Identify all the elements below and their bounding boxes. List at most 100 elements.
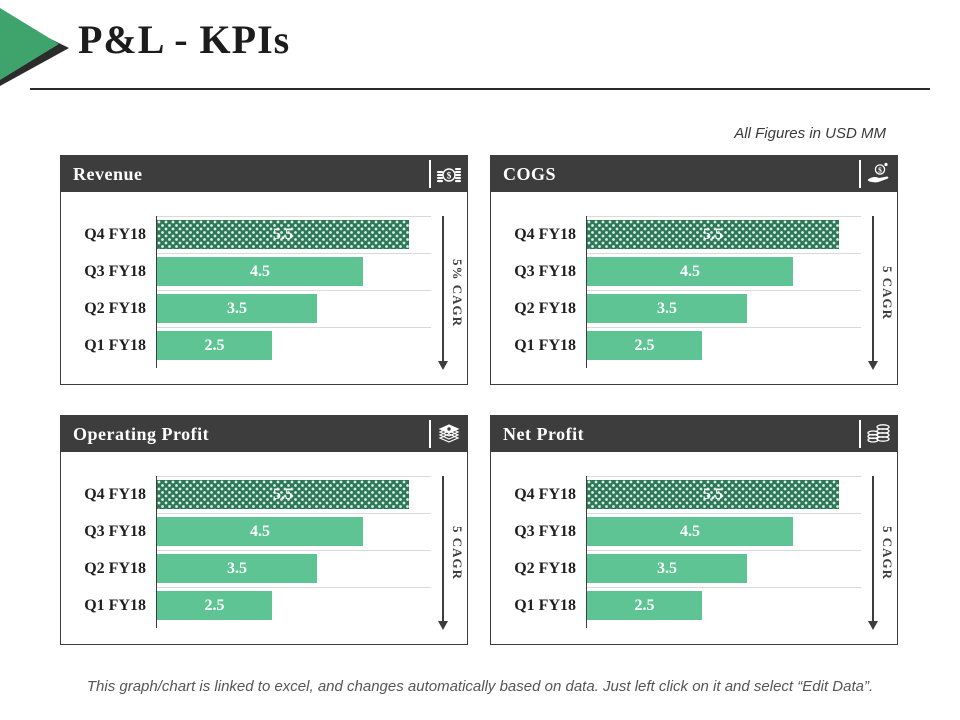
panel-header: COGS $	[491, 156, 897, 192]
bar-chart: Q4 FY18 5.5 Q3 FY18 4.5 Q2 FY18 3.5 Q1 FY18 2.5…	[61, 192, 467, 384]
category-label: Q3 FY18	[514, 263, 576, 280]
category-label: Q2 FY18	[84, 300, 146, 317]
title-divider-line	[30, 88, 930, 90]
category-label: Q2 FY18	[514, 560, 576, 577]
panel-header: Net Profit	[491, 416, 897, 452]
gridline	[156, 587, 431, 588]
panel-title: COGS	[503, 163, 557, 184]
cagr-label: 5% CAGR	[450, 258, 465, 328]
panel-title: Revenue	[73, 163, 143, 184]
gridline	[586, 587, 861, 588]
down-arrow-icon	[437, 476, 449, 630]
arrow-shaft	[872, 216, 874, 361]
kpi-panel-revenue: Revenue $ Q4 FY18 5.5 Q3 FY18 4.5 Q2 FY18 3.5 Q1…	[60, 155, 468, 385]
money-hand-icon: $	[861, 161, 897, 187]
cagr-label: 5 CAGR	[450, 525, 465, 581]
bar-value-label: 3.5	[657, 560, 677, 577]
kpi-panel-cogs: COGS $ Q4 FY18 5.5 Q3 FY18 4.5 Q2 FY18 3.5 Q1 FY…	[490, 155, 898, 385]
down-arrow-icon	[437, 216, 449, 370]
panel-header: Revenue $	[61, 156, 467, 192]
bar-q3-fy18: 4.5	[157, 517, 363, 546]
gridline	[156, 290, 431, 291]
cagr-annotation: 5 CAGR	[867, 216, 895, 370]
category-label: Q1 FY18	[84, 597, 146, 614]
arrow-shaft	[442, 476, 444, 621]
down-arrow-icon	[867, 476, 879, 630]
panel-title: Net Profit	[503, 423, 585, 444]
category-label: Q4 FY18	[84, 226, 146, 243]
gridline	[156, 513, 431, 514]
bar-q4-fy18: 5.5	[587, 480, 839, 509]
category-label: Q4 FY18	[514, 226, 576, 243]
bar-q4-fy18: 5.5	[157, 480, 409, 509]
gridline	[156, 550, 431, 551]
gridline	[156, 327, 431, 328]
panel-title: Operating Profit	[73, 423, 210, 444]
cagr-annotation: 5 CAGR	[867, 476, 895, 630]
bar-q3-fy18: 4.5	[587, 517, 793, 546]
bar-q3-fy18: 4.5	[587, 257, 793, 286]
gridline	[156, 253, 431, 254]
bar-q2-fy18: 3.5	[587, 294, 747, 323]
bar-value-label: 5.5	[703, 226, 723, 243]
bar-value-label: 5.5	[703, 486, 723, 503]
bar-q1-fy18: 2.5	[157, 591, 272, 620]
gridline	[156, 476, 431, 477]
header-divider	[429, 160, 431, 188]
arrow-shaft	[872, 476, 874, 621]
panel-header: Operating Profit	[61, 416, 467, 452]
cagr-label: 5 CAGR	[880, 525, 895, 581]
gridline	[586, 253, 861, 254]
cagr-annotation: 5 CAGR	[437, 476, 465, 630]
header-divider	[859, 420, 861, 448]
svg-text:$: $	[447, 171, 452, 181]
bar-value-label: 5.5	[273, 226, 293, 243]
bar-q3-fy18: 4.5	[157, 257, 363, 286]
gridline	[586, 513, 861, 514]
figures-units-note: All Figures in USD MM	[734, 125, 886, 142]
bar-q2-fy18: 3.5	[587, 554, 747, 583]
bar-q4-fy18: 5.5	[587, 220, 839, 249]
banknotes-stack-icon	[431, 421, 467, 447]
kpi-panel-net-profit: Net Profit Q4 FY18 5.5 Q3 FY18 4.5 Q2 FY18 3.5…	[490, 415, 898, 645]
bar-value-label: 4.5	[680, 263, 700, 280]
bar-value-label: 2.5	[634, 337, 655, 354]
bar-value-label: 3.5	[657, 300, 677, 317]
arrow-head	[868, 621, 878, 630]
bar-value-label: 3.5	[227, 560, 247, 577]
bar-value-label: 5.5	[273, 486, 293, 503]
bar-value-label: 4.5	[680, 523, 700, 540]
category-axis	[586, 216, 587, 368]
gridline	[586, 550, 861, 551]
gridline	[586, 216, 861, 217]
svg-text:$: $	[878, 166, 882, 175]
bar-value-label: 4.5	[250, 523, 270, 540]
category-label: Q1 FY18	[84, 337, 146, 354]
down-arrow-icon	[867, 216, 879, 370]
gridline	[156, 216, 431, 217]
bar-value-label: 4.5	[250, 263, 270, 280]
gridline	[586, 476, 861, 477]
page-title: P&L - KPIs	[78, 17, 291, 62]
arrow-head	[438, 361, 448, 370]
category-axis	[156, 476, 157, 628]
title-accent-arrow-icon	[0, 8, 69, 86]
category-label: Q1 FY18	[514, 337, 576, 354]
arrow-head	[868, 361, 878, 370]
bar-value-label: 3.5	[227, 300, 247, 317]
header-divider	[429, 420, 431, 448]
header-divider	[859, 160, 861, 188]
bar-q1-fy18: 2.5	[157, 331, 272, 360]
category-label: Q2 FY18	[84, 560, 146, 577]
category-label: Q3 FY18	[514, 523, 576, 540]
kpi-panels-grid: Revenue $ Q4 FY18 5.5 Q3 FY18 4.5 Q2 FY18 3.5 Q1…	[60, 155, 898, 645]
bar-q4-fy18: 5.5	[157, 220, 409, 249]
bar-value-label: 2.5	[204, 337, 225, 354]
gridline	[586, 327, 861, 328]
category-axis	[156, 216, 157, 368]
arrow-head	[438, 621, 448, 630]
bar-q1-fy18: 2.5	[587, 591, 702, 620]
gridline	[586, 290, 861, 291]
footer-note: This graph/chart is linked to excel, and…	[86, 678, 874, 695]
bar-chart: Q4 FY18 5.5 Q3 FY18 4.5 Q2 FY18 3.5 Q1 FY18 2.5…	[491, 192, 897, 384]
